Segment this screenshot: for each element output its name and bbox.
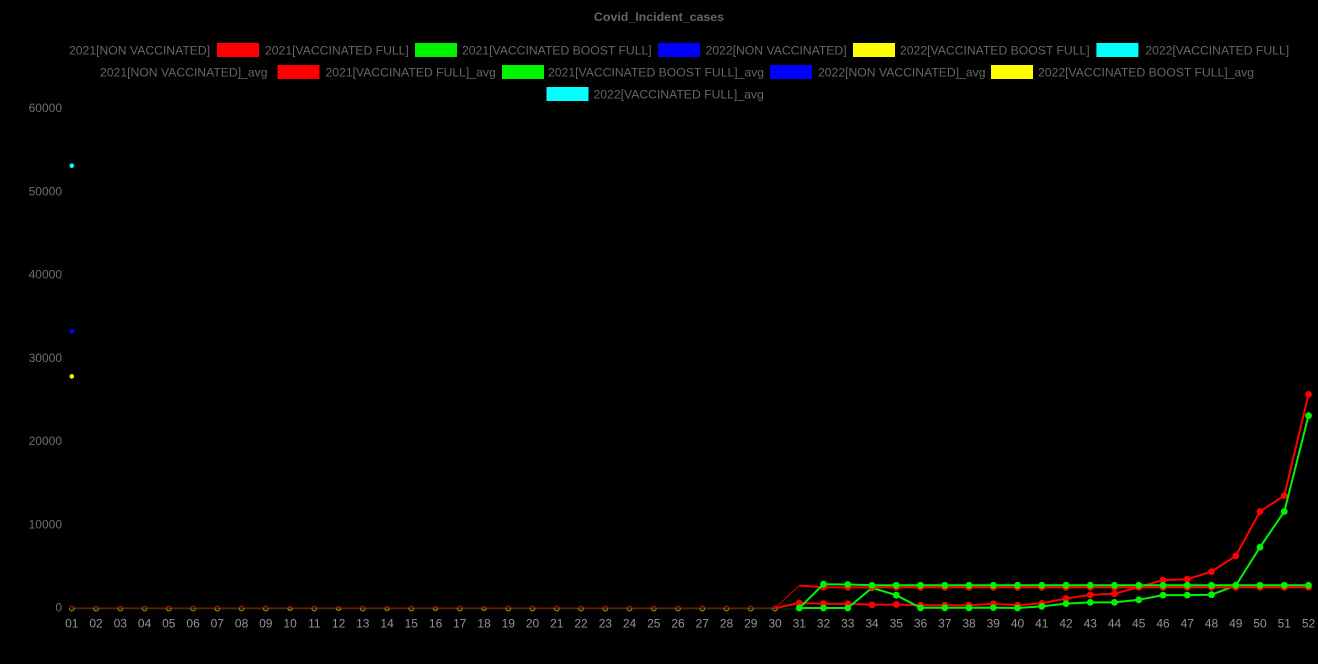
svg-text:12: 12 xyxy=(332,617,346,631)
svg-text:2022[VACCINATED BOOST FULL]_av: 2022[VACCINATED BOOST FULL]_avg xyxy=(1038,66,1254,80)
svg-text:2022[VACCINATED BOOST FULL]: 2022[VACCINATED BOOST FULL] xyxy=(900,44,1090,58)
svg-text:2021[VACCINATED FULL]: 2021[VACCINATED FULL] xyxy=(265,44,409,58)
svg-text:33: 33 xyxy=(841,617,855,631)
svg-text:Covid_Incident_cases: Covid_Incident_cases xyxy=(594,10,724,24)
svg-text:10000: 10000 xyxy=(29,518,63,532)
svg-text:08: 08 xyxy=(235,617,249,631)
svg-text:19: 19 xyxy=(502,617,516,631)
svg-text:44: 44 xyxy=(1108,617,1122,631)
svg-text:42: 42 xyxy=(1059,617,1073,631)
svg-text:03: 03 xyxy=(114,617,128,631)
svg-text:2021[NON VACCINATED]: 2021[NON VACCINATED] xyxy=(69,44,210,58)
svg-text:60000: 60000 xyxy=(29,101,63,115)
svg-text:29: 29 xyxy=(744,617,758,631)
svg-text:48: 48 xyxy=(1205,617,1219,631)
svg-text:16: 16 xyxy=(429,617,443,631)
svg-text:2022[VACCINATED FULL]: 2022[VACCINATED FULL] xyxy=(1145,44,1289,58)
svg-text:17: 17 xyxy=(453,617,467,631)
svg-text:14: 14 xyxy=(380,617,394,631)
svg-text:07: 07 xyxy=(211,617,225,631)
svg-text:2022[NON VACCINATED]_avg: 2022[NON VACCINATED]_avg xyxy=(818,66,986,80)
svg-text:11: 11 xyxy=(308,617,321,631)
svg-text:2021[VACCINATED BOOST FULL]_av: 2021[VACCINATED BOOST FULL]_avg xyxy=(548,66,764,80)
svg-text:15: 15 xyxy=(405,617,419,631)
svg-text:37: 37 xyxy=(938,617,952,631)
svg-text:2022[NON VACCINATED]: 2022[NON VACCINATED] xyxy=(706,44,847,58)
svg-text:05: 05 xyxy=(162,617,176,631)
svg-text:24: 24 xyxy=(623,617,637,631)
svg-text:36: 36 xyxy=(914,617,928,631)
svg-text:31: 31 xyxy=(793,617,807,631)
svg-text:40: 40 xyxy=(1011,617,1025,631)
svg-text:13: 13 xyxy=(356,617,370,631)
svg-text:50: 50 xyxy=(1253,617,1267,631)
svg-text:30000: 30000 xyxy=(29,351,63,365)
svg-text:30: 30 xyxy=(768,617,782,631)
svg-text:49: 49 xyxy=(1229,617,1243,631)
svg-text:25: 25 xyxy=(647,617,661,631)
svg-text:52: 52 xyxy=(1302,617,1316,631)
svg-text:2022[VACCINATED FULL]_avg: 2022[VACCINATED FULL]_avg xyxy=(594,88,764,102)
svg-text:02: 02 xyxy=(89,617,103,631)
svg-text:40000: 40000 xyxy=(29,268,63,282)
svg-text:04: 04 xyxy=(138,617,152,631)
svg-text:32: 32 xyxy=(817,617,831,631)
svg-text:20: 20 xyxy=(526,617,540,631)
svg-text:27: 27 xyxy=(696,617,710,631)
svg-text:38: 38 xyxy=(962,617,976,631)
svg-text:34: 34 xyxy=(865,617,879,631)
svg-text:26: 26 xyxy=(671,617,685,631)
svg-text:43: 43 xyxy=(1084,617,1098,631)
svg-text:09: 09 xyxy=(259,617,273,631)
svg-text:20000: 20000 xyxy=(29,434,63,448)
svg-text:50000: 50000 xyxy=(29,184,63,198)
svg-text:28: 28 xyxy=(720,617,734,631)
svg-text:23: 23 xyxy=(599,617,613,631)
svg-text:2021[VACCINATED BOOST FULL]: 2021[VACCINATED BOOST FULL] xyxy=(462,44,652,58)
svg-text:41: 41 xyxy=(1035,617,1049,631)
svg-text:2021[VACCINATED FULL]_avg: 2021[VACCINATED FULL]_avg xyxy=(326,66,496,80)
svg-text:10: 10 xyxy=(283,617,297,631)
svg-text:46: 46 xyxy=(1156,617,1170,631)
svg-text:39: 39 xyxy=(987,617,1001,631)
svg-text:35: 35 xyxy=(890,617,904,631)
svg-text:2021[NON VACCINATED]_avg: 2021[NON VACCINATED]_avg xyxy=(100,66,268,80)
svg-text:06: 06 xyxy=(186,617,200,631)
svg-text:21: 21 xyxy=(550,617,564,631)
svg-text:51: 51 xyxy=(1278,617,1292,631)
svg-text:47: 47 xyxy=(1181,617,1195,631)
svg-text:22: 22 xyxy=(574,617,588,631)
svg-text:18: 18 xyxy=(477,617,491,631)
svg-text:01: 01 xyxy=(65,617,79,631)
svg-text:0: 0 xyxy=(55,601,62,615)
svg-text:45: 45 xyxy=(1132,617,1146,631)
